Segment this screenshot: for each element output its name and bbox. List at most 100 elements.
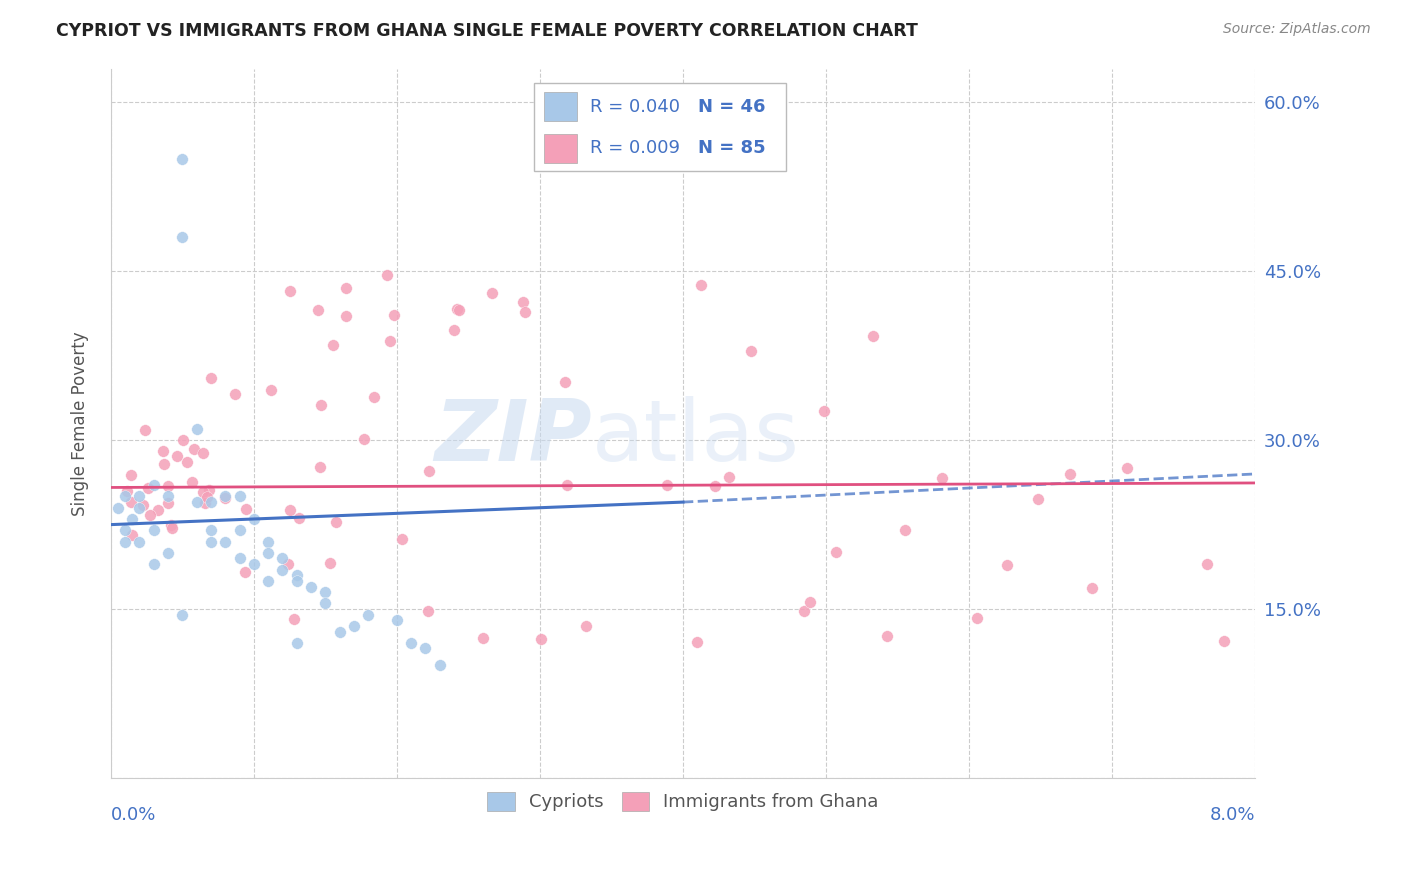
Point — [214, 491, 236, 505]
Point — [191, 484, 214, 499]
Point — [228, 490, 250, 504]
Point — [322, 337, 344, 351]
Point — [257, 574, 280, 588]
Point — [825, 545, 848, 559]
Point — [314, 597, 336, 611]
Text: atlas: atlas — [592, 396, 800, 479]
Point — [385, 613, 408, 627]
Point — [1115, 460, 1137, 475]
Point — [554, 375, 576, 389]
Point — [172, 152, 194, 166]
Text: ZIP: ZIP — [434, 396, 592, 479]
Point — [512, 294, 534, 309]
Legend: Cypriots, Immigrants from Ghana: Cypriots, Immigrants from Ghana — [481, 785, 886, 819]
Point — [443, 323, 465, 337]
Point — [325, 515, 347, 529]
Point — [186, 495, 208, 509]
Point — [335, 309, 357, 323]
Point — [314, 585, 336, 599]
Point — [142, 557, 165, 571]
Point — [353, 432, 375, 446]
Point — [308, 459, 330, 474]
Point — [200, 534, 222, 549]
Point — [446, 302, 468, 317]
Point — [257, 546, 280, 560]
Point — [307, 303, 329, 318]
Point — [285, 568, 308, 582]
Point — [740, 343, 762, 358]
Point — [813, 404, 835, 418]
Point — [224, 386, 246, 401]
Point — [319, 556, 342, 570]
Text: CYPRIOT VS IMMIGRANTS FROM GHANA SINGLE FEMALE POVERTY CORRELATION CHART: CYPRIOT VS IMMIGRANTS FROM GHANA SINGLE … — [56, 22, 918, 40]
Point — [114, 523, 136, 537]
Point — [195, 490, 218, 504]
Point — [200, 495, 222, 509]
Point — [686, 635, 709, 649]
Point — [966, 611, 988, 625]
Point — [288, 510, 311, 524]
Point — [309, 398, 332, 412]
Point — [176, 455, 198, 469]
Point — [515, 305, 537, 319]
Point — [1213, 633, 1236, 648]
Point — [343, 619, 366, 633]
Point — [718, 470, 741, 484]
Point — [418, 464, 440, 478]
Point — [128, 490, 150, 504]
Point — [142, 478, 165, 492]
Point — [283, 612, 305, 626]
Point — [233, 565, 256, 579]
Point — [575, 619, 598, 633]
Point — [285, 574, 308, 588]
Point — [271, 563, 294, 577]
Point — [194, 496, 217, 510]
Point — [120, 468, 142, 483]
Point — [862, 329, 884, 343]
Point — [107, 500, 129, 515]
Y-axis label: Single Female Poverty: Single Female Poverty — [72, 331, 89, 516]
Point — [160, 521, 183, 535]
Point — [136, 481, 159, 495]
Point — [380, 334, 402, 348]
Point — [156, 496, 179, 510]
Point — [704, 479, 727, 493]
Point — [449, 303, 471, 318]
Point — [214, 534, 236, 549]
Point — [471, 631, 494, 645]
Point — [114, 534, 136, 549]
Point — [876, 629, 898, 643]
Point — [1081, 581, 1104, 595]
Point — [152, 444, 174, 458]
Point — [115, 483, 138, 498]
Point — [128, 500, 150, 515]
Point — [142, 523, 165, 537]
Point — [995, 558, 1018, 572]
Text: Source: ZipAtlas.com: Source: ZipAtlas.com — [1223, 22, 1371, 37]
Point — [357, 607, 380, 622]
Point — [375, 268, 398, 282]
Point — [228, 523, 250, 537]
Point — [799, 595, 821, 609]
Point — [160, 518, 183, 533]
Point — [128, 534, 150, 549]
Point — [382, 308, 405, 322]
Point — [121, 512, 143, 526]
Point — [793, 604, 815, 618]
Point — [280, 284, 302, 298]
Point — [335, 281, 357, 295]
Point — [329, 624, 352, 639]
Point — [555, 477, 578, 491]
Point — [166, 449, 188, 463]
Point — [689, 277, 711, 292]
Point — [172, 433, 194, 447]
Point — [1197, 558, 1219, 572]
Point — [1059, 467, 1081, 482]
Point — [198, 483, 221, 497]
Point — [894, 523, 917, 537]
Point — [121, 528, 143, 542]
Point — [416, 604, 439, 618]
Point — [183, 442, 205, 456]
Point — [399, 636, 422, 650]
Point — [363, 390, 385, 404]
